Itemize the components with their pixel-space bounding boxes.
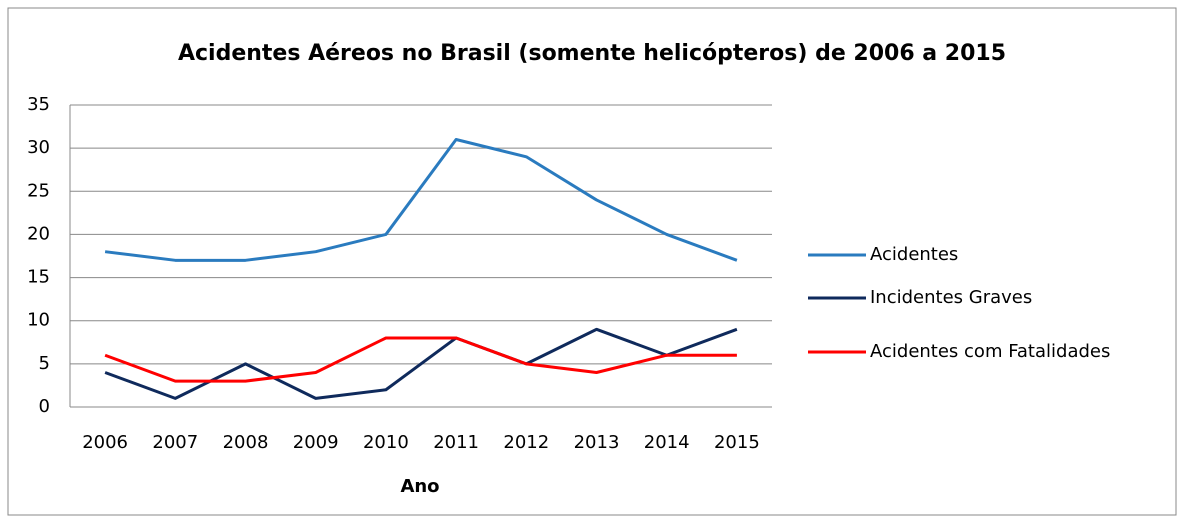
x-axis-title: Ano bbox=[400, 476, 439, 497]
y-tick-label: 5 bbox=[39, 353, 50, 374]
legend-label: Acidentes bbox=[870, 244, 958, 265]
x-tick-label: 2014 bbox=[644, 432, 690, 453]
x-tick-label: 2007 bbox=[152, 432, 198, 453]
x-tick-label: 2006 bbox=[82, 432, 128, 453]
y-tick-label: 10 bbox=[27, 310, 50, 331]
series-line bbox=[104, 336, 737, 383]
y-tick-label: 25 bbox=[27, 180, 50, 201]
x-tick-label: 2010 bbox=[363, 432, 409, 453]
x-tick-label: 2015 bbox=[714, 432, 760, 453]
y-tick-label: 0 bbox=[39, 396, 50, 417]
y-tick-label: 20 bbox=[27, 223, 50, 244]
y-tick-label: 35 bbox=[27, 94, 50, 115]
y-tick-label: 15 bbox=[27, 267, 50, 288]
legend-label: Incidentes Graves bbox=[870, 287, 1032, 308]
x-tick-label: 2011 bbox=[433, 432, 479, 453]
x-tick-label: 2013 bbox=[574, 432, 620, 453]
x-tick-label: 2009 bbox=[293, 432, 339, 453]
x-tick-label: 2008 bbox=[223, 432, 269, 453]
x-tick-label: 2012 bbox=[503, 432, 549, 453]
chart-title: Acidentes Aéreos no Brasil (somente heli… bbox=[178, 41, 1006, 66]
legend-label: Acidentes com Fatalidades bbox=[870, 341, 1110, 362]
y-tick-label: 30 bbox=[27, 137, 50, 158]
series-line bbox=[104, 138, 738, 262]
